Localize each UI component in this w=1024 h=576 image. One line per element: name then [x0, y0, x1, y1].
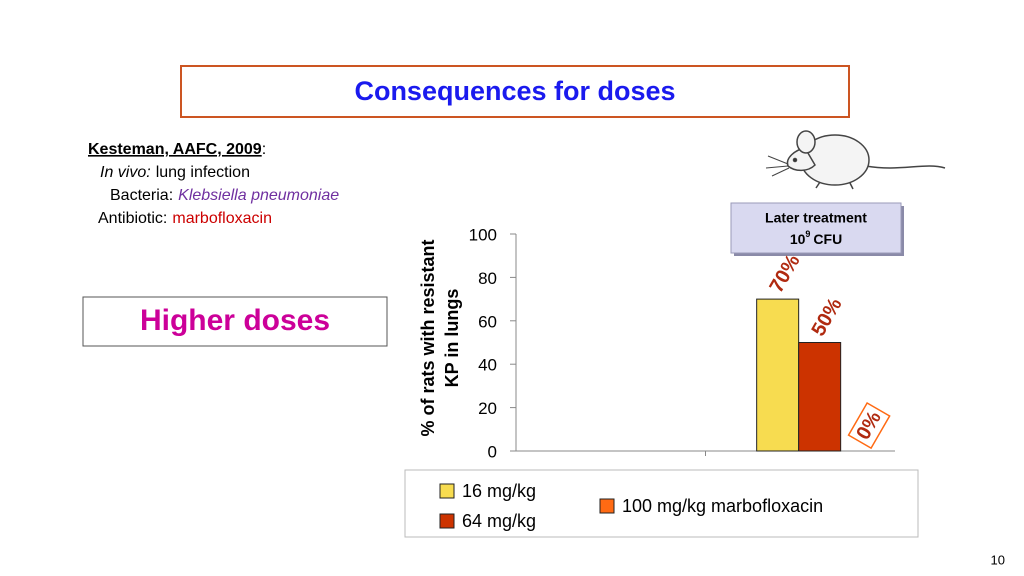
rat-illustration: [765, 130, 946, 190]
bacteria-label: Bacteria:: [110, 187, 173, 204]
y-tick-label: 0: [488, 442, 497, 461]
legend-swatch: [439, 483, 455, 499]
annotation-box: [730, 202, 902, 254]
slide-title: Consequences for doses: [354, 76, 675, 106]
bacteria: Klebsiella pneumoniae: [178, 187, 339, 204]
data-label-box: [847, 401, 891, 450]
antibiotic-label: Antibiotic:: [98, 210, 167, 227]
reference-bacteria: Bacteria: Klebsiella pneumoniae: [110, 187, 339, 204]
legend-swatch: [599, 498, 615, 514]
highlight-text: Higher doses: [140, 304, 330, 337]
y-axis-label: % of rats with resistant: [418, 239, 438, 436]
annotation-line1: Later treatment: [765, 210, 867, 226]
reference-model: In vivo: lung infection: [100, 164, 250, 181]
legend-swatch: [439, 513, 455, 529]
annotation-exponent: 9: [805, 229, 810, 239]
bar: [798, 342, 842, 452]
model-label: In vivo:: [100, 164, 151, 181]
y-axis-label: KP in lungs: [442, 289, 462, 388]
legend-label: 16 mg/kg: [462, 481, 536, 501]
annotation-unit: CFU: [813, 231, 842, 247]
reference-citation: Kesteman, AAFC, 2009:: [88, 141, 266, 158]
antibiotic: marbofloxacin: [172, 210, 272, 227]
bar: [756, 298, 800, 452]
annotation-line2: 109 CFU: [790, 229, 842, 246]
title-box: [180, 65, 850, 118]
data-label: 70%: [766, 251, 805, 297]
y-tick-label: 60: [478, 312, 497, 331]
legend-box: [404, 469, 919, 538]
model: lung infection: [156, 164, 250, 181]
legend-label: 64 mg/kg: [462, 511, 536, 531]
data-label: 50%: [808, 294, 847, 340]
highlight-box: [82, 296, 388, 347]
annotation-base: 10: [790, 231, 806, 247]
citation: Kesteman, AAFC, 2009: [88, 141, 262, 158]
y-tick-label: 80: [478, 269, 497, 288]
y-tick-label: 100: [469, 225, 497, 244]
y-tick-label: 40: [478, 356, 497, 375]
page-number: 10: [991, 552, 1005, 567]
citation-end: :: [262, 141, 266, 158]
y-tick-label: 20: [478, 399, 497, 418]
reference-antibiotic: Antibiotic: marbofloxacin: [98, 210, 272, 227]
legend-label: 100 mg/kg marbofloxacin: [622, 496, 823, 516]
